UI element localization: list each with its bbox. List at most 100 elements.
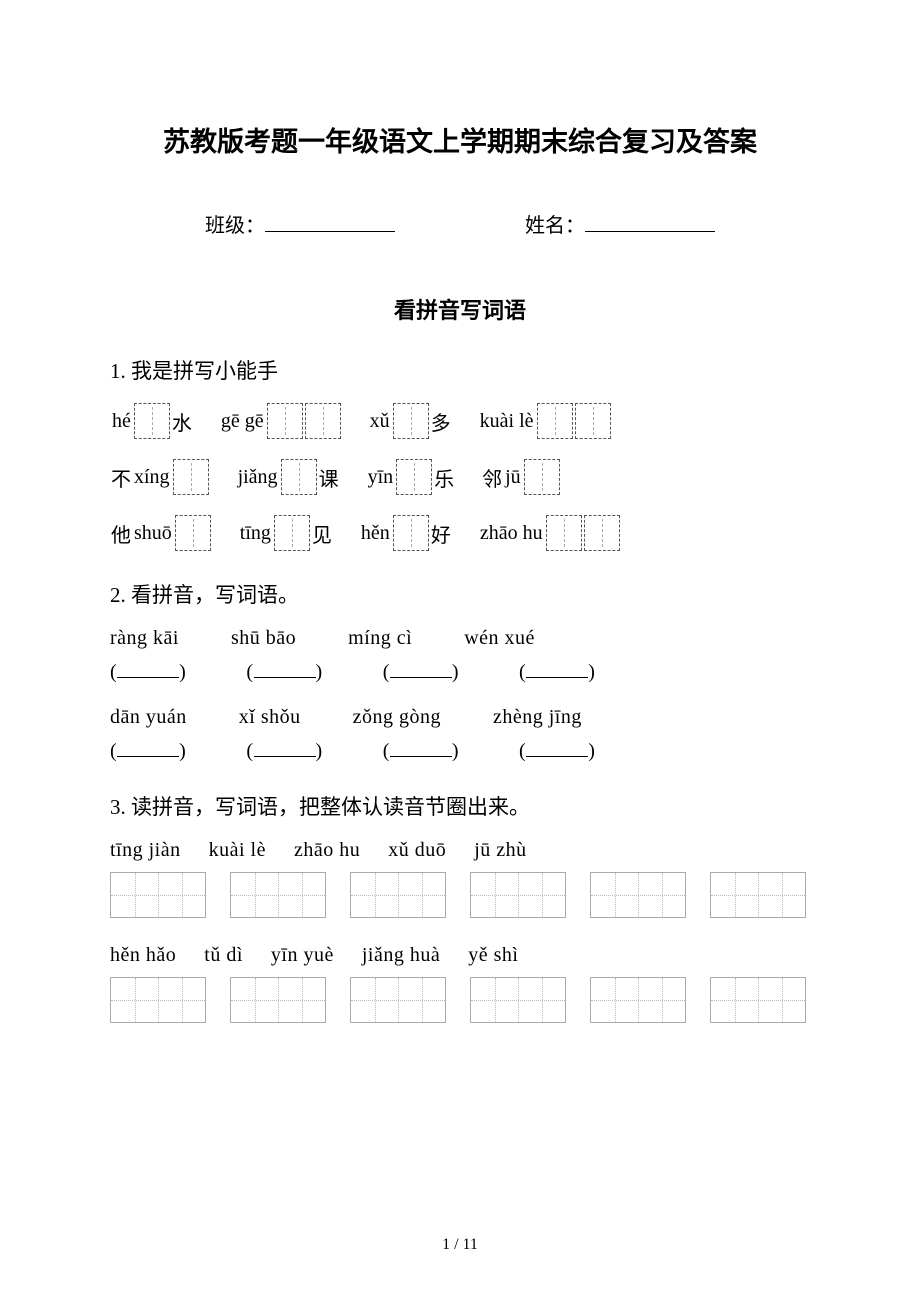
q3-heading: 3. 读拼音，写词语，把整体认读音节圈出来。 (110, 791, 810, 821)
paren-blank[interactable]: () (246, 739, 322, 763)
pinyin-word: xǔ duō (388, 839, 446, 862)
pinyin-word: shū bāo (231, 627, 296, 650)
pinyin-word: xǐ shǒu (239, 706, 301, 729)
q2-number: 2. (110, 583, 126, 607)
paren-blank[interactable]: () (383, 739, 459, 763)
write-box[interactable] (396, 459, 432, 495)
pinyin-word: jū zhù (474, 839, 526, 862)
pinyin-word: tīng jiàn (110, 839, 181, 862)
write-box[interactable] (575, 403, 611, 439)
char: 好 (431, 519, 451, 548)
q1-segment: xǔ 多 (368, 403, 452, 439)
pinyin: gē gē (221, 410, 264, 433)
q1-row: 不xíng jiǎng 课 yīn 乐邻jū (110, 459, 810, 495)
pinyin: shuō (134, 522, 172, 545)
char: 邻 (482, 463, 502, 492)
write-box[interactable] (274, 515, 310, 551)
pinyin: yīn (368, 466, 394, 489)
grid-box[interactable] (110, 977, 206, 1023)
pinyin: xíng (134, 466, 170, 489)
pinyin-word: zǒng gòng (353, 706, 441, 729)
write-box[interactable] (173, 459, 209, 495)
q3-pinyin-line-2: hěn hǎotǔ dìyīn yuèjiǎng huàyě shì (110, 944, 810, 967)
q3-box-row-1 (110, 872, 810, 918)
write-box[interactable] (175, 515, 211, 551)
pinyin-word: zhèng jīng (493, 706, 582, 729)
grid-box[interactable] (110, 872, 206, 918)
q3-number: 3. (110, 795, 126, 819)
paren-blank[interactable]: () (383, 660, 459, 684)
q1-number: 1. (110, 359, 126, 383)
class-blank[interactable] (265, 213, 395, 232)
char: 多 (431, 407, 451, 436)
write-box[interactable] (267, 403, 303, 439)
char: 不 (111, 463, 131, 492)
q1-segment: hé 水 (110, 403, 193, 439)
q1-rows: hé水gē gēxǔ多kuài lè不xíngjiǎng课yīn乐邻jū他shu… (110, 403, 810, 551)
q1-segment: hěn好 (359, 515, 452, 551)
meta-line: 班级： 姓名： (110, 209, 810, 238)
q1-title: 我是拼写小能手 (131, 359, 278, 383)
pinyin: jū (505, 466, 521, 489)
q1-segment: yīn 乐 (366, 459, 456, 495)
document-title: 苏教版考题一年级语文上学期期末综合复习及答案 (110, 120, 810, 159)
paren-blank[interactable]: () (110, 739, 186, 763)
write-box[interactable] (281, 459, 317, 495)
q1-segment: zhāo hu (478, 515, 621, 551)
write-box[interactable] (393, 515, 429, 551)
write-box[interactable] (584, 515, 620, 551)
char: 水 (172, 407, 192, 436)
q1-row: hé 水 gē gē xǔ 多 kuài lè (110, 403, 810, 439)
paren-blank[interactable]: () (519, 739, 595, 763)
paren-blank[interactable]: () (246, 660, 322, 684)
name-blank[interactable] (585, 213, 715, 232)
write-box[interactable] (393, 403, 429, 439)
grid-box[interactable] (590, 977, 686, 1023)
class-label: 班级： (205, 209, 265, 238)
q2-heading: 2. 看拼音，写词语。 (110, 579, 810, 609)
pinyin: kuài lè (480, 410, 534, 433)
q2-pinyin-line-2: dān yuánxǐ shǒuzǒng gòngzhèng jīng (110, 706, 810, 729)
pinyin-word: zhāo hu (294, 839, 360, 862)
pinyin-word: wén xué (464, 627, 535, 650)
write-box[interactable] (546, 515, 582, 551)
write-box[interactable] (537, 403, 573, 439)
q1-segment: 不xíng (110, 459, 210, 495)
paren-blank[interactable]: () (110, 660, 186, 684)
paren-blank[interactable]: () (519, 660, 595, 684)
grid-box[interactable] (350, 872, 446, 918)
q2-blank-line-2: () () () () (110, 739, 810, 763)
q1-segment: tīng 见 (238, 515, 333, 551)
write-box[interactable] (134, 403, 170, 439)
grid-box[interactable] (710, 977, 806, 1023)
q2-pinyin-line-1: ràng kāishū bāomíng cìwén xué (110, 627, 810, 650)
grid-box[interactable] (590, 872, 686, 918)
write-box[interactable] (305, 403, 341, 439)
pinyin: jiǎng (238, 466, 278, 489)
q2-blank-line-1: () () () () (110, 660, 810, 684)
pinyin: hé (112, 410, 131, 433)
q3-box-row-2 (110, 977, 810, 1023)
char: 见 (312, 519, 332, 548)
pinyin: xǔ (370, 410, 390, 433)
q2-title: 看拼音，写词语。 (131, 583, 299, 607)
grid-box[interactable] (470, 872, 566, 918)
q1-row: 他shuōtīng见hěn好zhāo hu (110, 515, 810, 551)
pinyin-word: kuài lè (209, 839, 266, 862)
pinyin-word: yīn yuè (271, 944, 334, 967)
grid-box[interactable] (350, 977, 446, 1023)
write-box[interactable] (524, 459, 560, 495)
char: 课 (319, 463, 339, 492)
pinyin: tīng (240, 522, 271, 545)
char: 乐 (434, 463, 454, 492)
grid-box[interactable] (230, 872, 326, 918)
q1-segment: jiǎng 课 (236, 459, 340, 495)
pinyin: zhāo hu (480, 522, 543, 545)
page-footer: 1 / 11 (0, 1236, 920, 1254)
grid-box[interactable] (710, 872, 806, 918)
grid-box[interactable] (230, 977, 326, 1023)
q1-heading: 1. 我是拼写小能手 (110, 355, 810, 385)
q1-segment: 邻jū (481, 459, 561, 495)
pinyin-word: yě shì (468, 944, 518, 967)
grid-box[interactable] (470, 977, 566, 1023)
